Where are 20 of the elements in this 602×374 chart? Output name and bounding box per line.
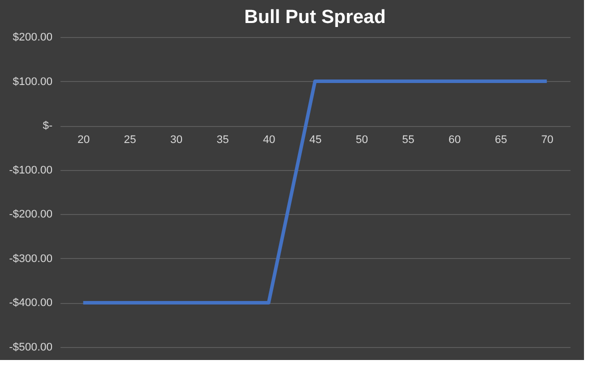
x-tick-label: 50 bbox=[356, 134, 368, 146]
chart-title: Bull Put Spread bbox=[244, 7, 386, 28]
y-tick-label: $200.00 bbox=[12, 32, 52, 44]
x-tick-label: 25 bbox=[124, 134, 136, 146]
x-tick-label: 45 bbox=[309, 134, 322, 146]
x-tick-label: 20 bbox=[78, 134, 90, 146]
x-tick-label: 55 bbox=[402, 134, 414, 146]
y-tick-label: -$400.00 bbox=[9, 297, 52, 310]
x-tick-label: 30 bbox=[170, 134, 183, 146]
y-tick-label: -$100.00 bbox=[9, 164, 52, 176]
x-tick-label: 60 bbox=[448, 134, 461, 146]
x-tick-label: 65 bbox=[494, 134, 508, 146]
y-tick-label: -$500.00 bbox=[9, 342, 52, 354]
y-tick-label: -$300.00 bbox=[9, 252, 52, 265]
y-tick-label: -$200.00 bbox=[9, 208, 52, 221]
x-tick-label: 35 bbox=[216, 134, 229, 146]
y-tick-label: $- bbox=[42, 120, 53, 132]
y-tick-label: $100.00 bbox=[12, 76, 52, 88]
x-tick-label: 70 bbox=[541, 134, 554, 146]
x-tick-label: 40 bbox=[263, 134, 276, 146]
